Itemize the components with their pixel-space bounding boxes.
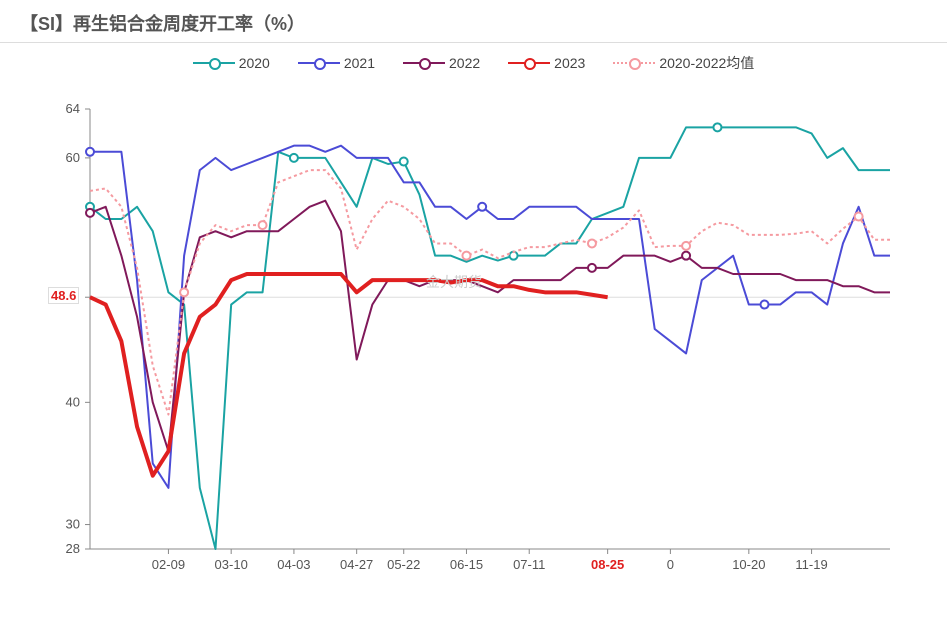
line-chart: 28 30 40 60 64 02-09 03-10 04-03 04-27 05-22 06-15… bbox=[50, 89, 910, 589]
svg-text:04-03: 04-03 bbox=[277, 557, 310, 572]
svg-text:05-22: 05-22 bbox=[387, 557, 420, 572]
svg-text:04-27: 04-27 bbox=[340, 557, 373, 572]
legend-item: 2021 bbox=[298, 55, 375, 71]
legend-item: 2023 bbox=[508, 55, 585, 71]
svg-text:08-25: 08-25 bbox=[591, 557, 624, 572]
legend-item: 2020 bbox=[193, 55, 270, 71]
svg-text:07-11: 07-11 bbox=[513, 557, 545, 572]
legend-label: 2021 bbox=[344, 55, 375, 71]
chart-container: 【SI】再生铝合金周度开工率（%） 2020 2021 2022 2023 2020-2… bbox=[0, 0, 947, 620]
svg-text:06-15: 06-15 bbox=[450, 557, 483, 572]
legend-label: 2020-2022均值 bbox=[659, 53, 754, 73]
legend-label: 2023 bbox=[554, 55, 585, 71]
legend-item: 2020-2022均值 bbox=[613, 53, 754, 73]
svg-text:0: 0 bbox=[667, 557, 674, 572]
legend-item: 2022 bbox=[403, 55, 480, 71]
svg-text:60: 60 bbox=[66, 150, 80, 165]
svg-text:03-10: 03-10 bbox=[215, 557, 248, 572]
svg-text:64: 64 bbox=[66, 101, 80, 116]
chart-wrap: 28 30 40 60 64 02-09 03-10 04-03 04-27 05-22 06-15… bbox=[50, 89, 927, 589]
legend-label: 2020 bbox=[239, 55, 270, 71]
chart-title: 【SI】再生铝合金周度开工率（%） bbox=[20, 10, 927, 36]
title-bar: 【SI】再生铝合金周度开工率（%） bbox=[0, 0, 947, 43]
legend: 2020 2021 2022 2023 2020-2022均值 bbox=[0, 43, 947, 79]
svg-text:11-19: 11-19 bbox=[795, 557, 827, 572]
svg-text:30: 30 bbox=[66, 517, 80, 532]
svg-text:02-09: 02-09 bbox=[152, 557, 185, 572]
legend-label: 2022 bbox=[449, 55, 480, 71]
svg-text:10-20: 10-20 bbox=[732, 557, 765, 572]
svg-text:28: 28 bbox=[66, 541, 80, 556]
highlight-y-label: 48.6 bbox=[48, 287, 79, 304]
svg-text:40: 40 bbox=[66, 394, 80, 409]
